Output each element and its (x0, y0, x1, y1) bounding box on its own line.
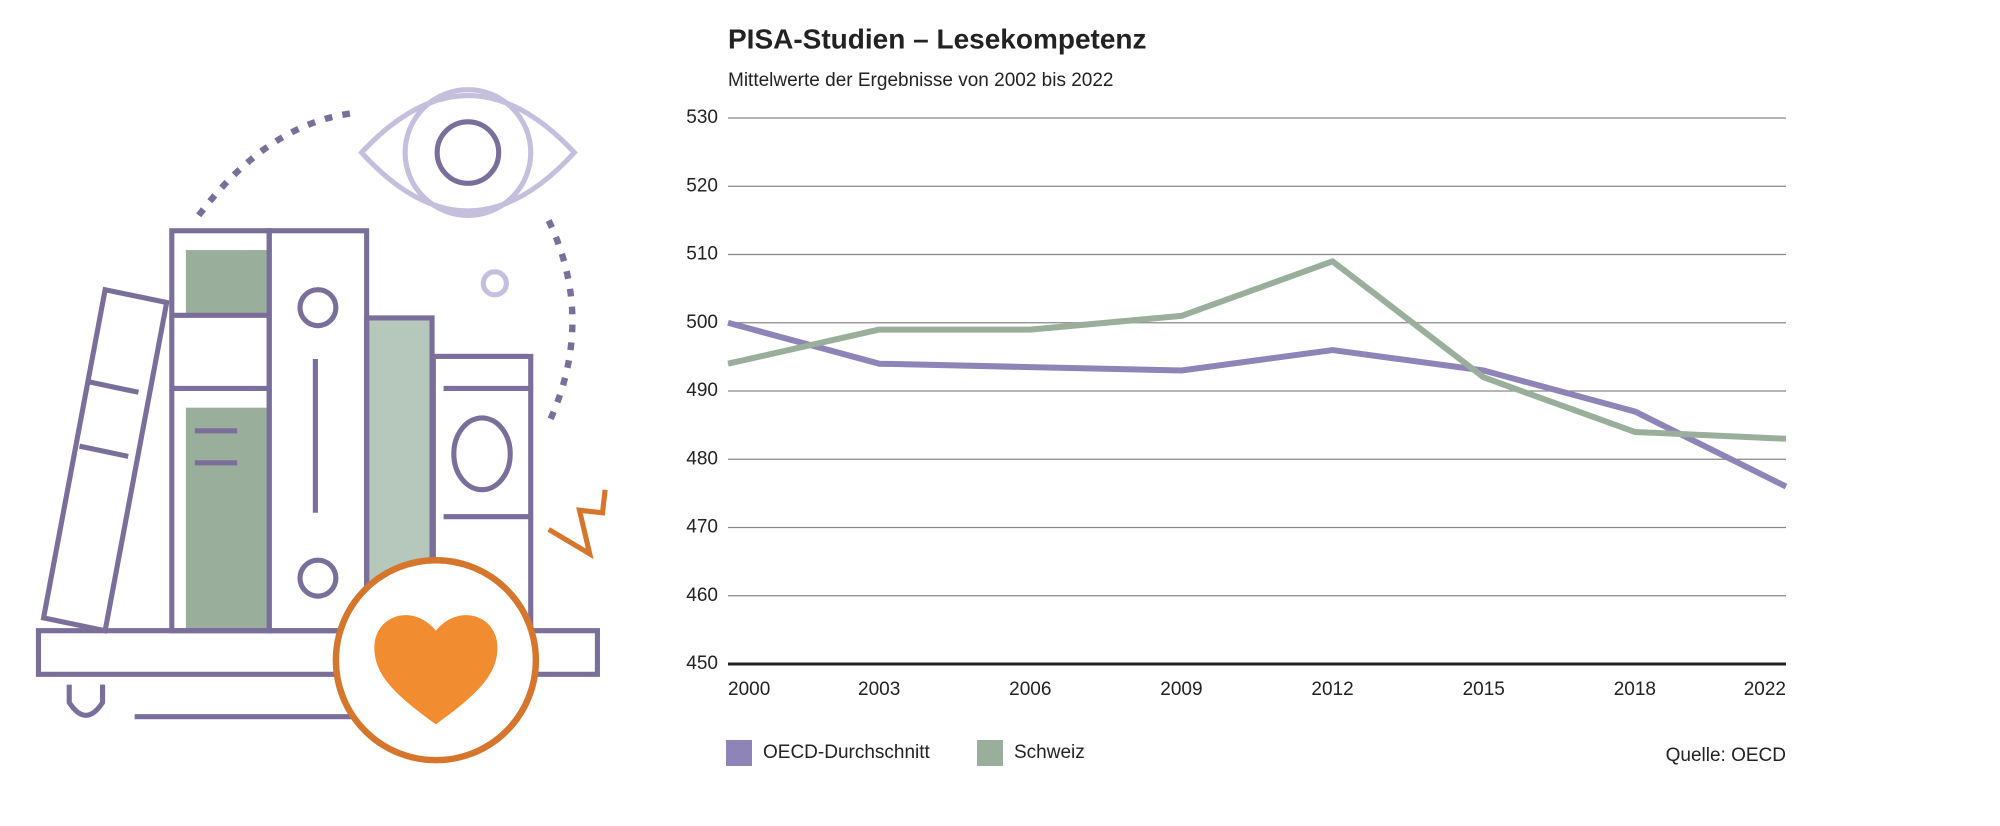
x-tick-label: 2018 (1614, 679, 1656, 700)
x-tick-label: 2015 (1463, 679, 1505, 700)
y-tick-label: 460 (686, 585, 718, 606)
y-tick-label: 510 (686, 244, 718, 265)
legend-swatch (726, 740, 752, 766)
y-tick-label: 530 (686, 107, 718, 128)
x-tick-label: 2009 (1160, 679, 1202, 700)
series-line (727, 319, 1788, 490)
x-tick-label: 2022 (1744, 679, 1786, 700)
chart-title: PISA-Studien – Lesekompetenz (728, 23, 1147, 54)
y-tick-label: 450 (686, 653, 718, 674)
x-tick-label: 2000 (728, 679, 770, 700)
y-tick-label: 520 (686, 175, 718, 196)
x-tick-label: 2003 (858, 679, 900, 700)
series-line (727, 258, 1787, 442)
source: Quelle: OECD (1666, 745, 1786, 766)
legend-label: OECD-Durchschnitt (763, 742, 931, 763)
x-tick-label: 2006 (1009, 679, 1051, 700)
chart-subtitle: Mittelwerte der Ergebnisse von 2002 bis … (728, 70, 1114, 91)
x-tick-label: 2012 (1311, 679, 1353, 700)
y-tick-label: 500 (686, 312, 718, 333)
legend-label: Schweiz (1014, 742, 1085, 763)
y-tick-label: 490 (686, 380, 718, 401)
illustration (35, 87, 608, 764)
y-tick-label: 480 (686, 448, 718, 469)
y-tick-label: 470 (686, 517, 718, 538)
legend-swatch (977, 740, 1003, 766)
